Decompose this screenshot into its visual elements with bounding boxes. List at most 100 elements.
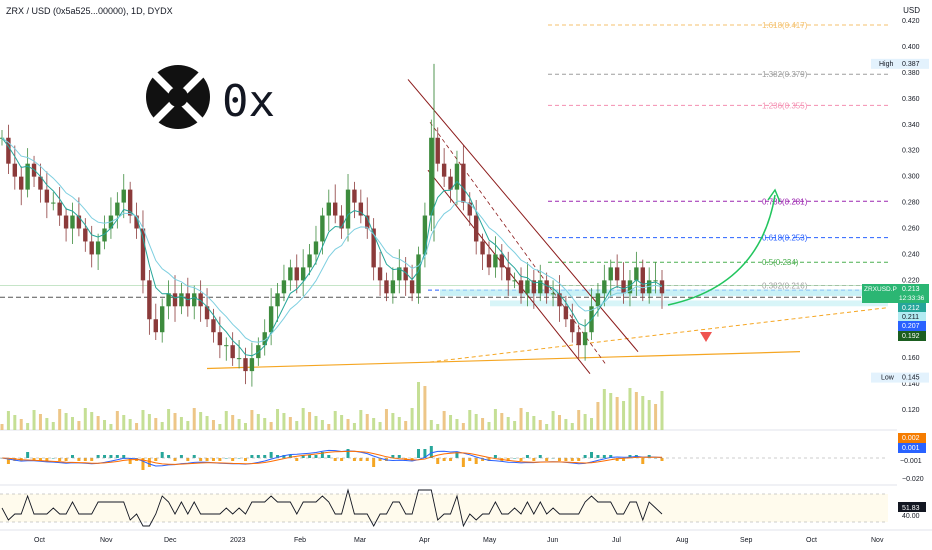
candle-body — [608, 267, 613, 281]
volume-bar — [436, 424, 440, 430]
volume-bar — [340, 415, 344, 430]
time-tick-label: Nov — [100, 537, 113, 544]
fib-label: 0.618(0.253) — [762, 234, 808, 243]
volume-bar — [404, 421, 408, 430]
fib-label: 0.382(0.216) — [762, 282, 808, 291]
macd-histogram-bar — [628, 455, 632, 458]
volume-bar — [359, 410, 363, 430]
candle-body — [550, 293, 556, 295]
volume-bar — [186, 421, 190, 430]
volume-bar — [231, 415, 235, 430]
macd-histogram-bar — [647, 455, 651, 458]
high-tag — [871, 58, 929, 69]
candle-body — [217, 332, 223, 346]
candle-body — [236, 358, 242, 360]
candle-body — [454, 163, 460, 190]
low-tag-value: 0.145 — [902, 375, 920, 382]
volume-bar — [70, 417, 74, 430]
macd-histogram-bar — [199, 458, 203, 461]
macd-histogram-bar — [96, 455, 100, 458]
candle-body — [102, 228, 107, 242]
volume-bar — [276, 409, 280, 430]
volume-bar — [442, 411, 446, 430]
macd-histogram-bar — [423, 449, 427, 458]
price-tick-label: 0.220 — [902, 277, 920, 284]
macd-histogram-bar — [590, 452, 594, 458]
volume-bar — [346, 419, 350, 430]
price-tick-label: 0.140 — [902, 381, 920, 388]
macd-histogram-bar — [141, 458, 145, 470]
bearish-arrow-icon — [700, 332, 712, 342]
volume-bar — [397, 417, 401, 430]
candle-body — [95, 241, 101, 255]
volume-bar — [378, 422, 382, 430]
candle-body — [300, 267, 306, 281]
macd-histogram-bar — [192, 455, 196, 458]
time-tick-label: 2023 — [230, 537, 246, 544]
volume-bar — [301, 408, 305, 430]
volume-bar — [288, 417, 292, 430]
time-tick-label: Oct — [34, 537, 45, 544]
macd-histogram-bar — [211, 458, 215, 461]
ema-line — [1, 137, 663, 357]
volume-bar — [570, 423, 574, 430]
ema-line — [1, 137, 663, 343]
macd-histogram-bar — [583, 455, 587, 458]
volume-bar — [461, 423, 465, 430]
fib-label: 1.618(0.417) — [762, 21, 808, 30]
volume-bar — [308, 412, 312, 430]
volume-bar — [577, 410, 581, 430]
price-tag — [898, 303, 926, 313]
volume-bar — [391, 413, 395, 430]
volume-bar — [295, 421, 299, 430]
macd-histogram-bar — [609, 455, 613, 458]
macd-histogram-bar — [391, 455, 395, 458]
candle-body — [621, 280, 626, 294]
volume-bar — [557, 415, 561, 430]
candle-body — [121, 189, 126, 203]
candle-body — [409, 280, 415, 294]
volume-bar — [211, 420, 215, 430]
candle-body — [653, 280, 658, 282]
volume-bar — [519, 408, 523, 430]
volume-bar — [51, 422, 55, 430]
volume-bar — [500, 413, 504, 430]
candle-body — [25, 163, 30, 190]
price-tick-label: 0.300 — [902, 174, 920, 181]
macd-histogram-bar — [64, 458, 68, 461]
volume-bar — [417, 382, 421, 430]
volume-bar — [545, 424, 549, 430]
candle-body — [204, 306, 210, 320]
candle-body — [262, 332, 267, 346]
volume-bar — [199, 412, 203, 430]
volume-bar — [192, 408, 196, 430]
candle-body — [435, 137, 440, 164]
macd-histogram-bar — [58, 458, 62, 461]
macd-histogram-bar — [327, 455, 331, 458]
candle-body — [640, 267, 645, 294]
macd-histogram-bar — [282, 455, 286, 458]
candle-body — [326, 202, 331, 216]
candle-body — [44, 189, 50, 203]
candle-body — [63, 215, 69, 229]
high-tag-label: High — [879, 61, 894, 68]
fib-label: 1.382(0.379) — [762, 70, 808, 79]
bullish-arrowhead — [767, 188, 781, 203]
candle-body — [634, 267, 639, 281]
candle-body — [467, 202, 472, 216]
volume-bar — [372, 418, 376, 430]
symbol-title: ZRX / USD (0x5a525...00000), 1D, DYDX — [6, 6, 173, 16]
volume-bar — [269, 422, 273, 430]
price-tag — [898, 321, 926, 331]
volume-bar — [250, 410, 254, 430]
0x-logo-icon — [146, 65, 210, 129]
volume-bar — [96, 416, 100, 430]
macd-histogram-bar — [218, 458, 222, 461]
candle-body — [384, 280, 389, 294]
volume-bar — [154, 418, 158, 430]
macd-histogram-bar — [468, 458, 472, 461]
candle-body — [243, 358, 248, 372]
candle-body — [570, 319, 575, 333]
